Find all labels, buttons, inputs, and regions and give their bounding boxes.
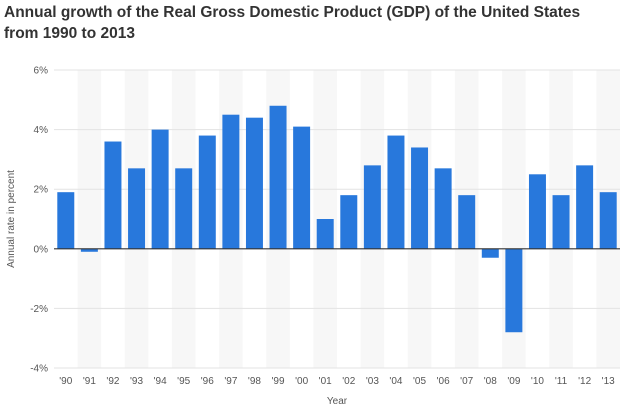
- x-tick-label: '98: [248, 376, 261, 387]
- y-tick-label: -2%: [30, 304, 48, 315]
- x-axis-label: Year: [327, 396, 348, 407]
- y-tick-label: 0%: [34, 244, 49, 255]
- x-tick-label: '01: [319, 376, 332, 387]
- bar[interactable]: [128, 168, 146, 249]
- x-tick-label: '06: [437, 376, 450, 387]
- x-tick-label: '03: [366, 376, 379, 387]
- bar[interactable]: [340, 195, 358, 249]
- x-tick-label: '90: [59, 376, 72, 387]
- x-tick-label: '97: [224, 376, 237, 387]
- bar[interactable]: [528, 174, 546, 249]
- x-tick-label: '10: [531, 376, 544, 387]
- bar[interactable]: [411, 147, 429, 249]
- chart-title: Annual growth of the Real Gross Domestic…: [4, 4, 581, 42]
- x-axis-ticks: '90 '91 '92 '93 '94 '95 '96 '97 '98 '99 '00 '01 '02 '…: [59, 376, 615, 387]
- bar[interactable]: [151, 129, 169, 249]
- bar[interactable]: [481, 248, 499, 258]
- x-tick-label: '95: [177, 376, 190, 387]
- x-tick-label: '02: [342, 376, 355, 387]
- bar[interactable]: [57, 192, 75, 249]
- bar[interactable]: [576, 165, 594, 249]
- x-tick-label: '05: [413, 376, 426, 387]
- bar[interactable]: [599, 192, 617, 249]
- x-tick-label: '07: [460, 376, 473, 387]
- bar[interactable]: [552, 195, 570, 249]
- y-tick-label: 4%: [34, 125, 49, 136]
- bar[interactable]: [363, 165, 381, 249]
- x-tick-label: '00: [295, 376, 308, 387]
- background-band: [77, 70, 102, 368]
- x-tick-label: '96: [201, 376, 214, 387]
- x-tick-label: '11: [555, 376, 568, 387]
- bar[interactable]: [245, 117, 263, 249]
- x-tick-label: '94: [154, 376, 167, 387]
- bar[interactable]: [293, 126, 311, 249]
- x-tick-label: '93: [130, 376, 143, 387]
- bar[interactable]: [80, 248, 98, 252]
- bar[interactable]: [434, 168, 452, 249]
- bar[interactable]: [198, 135, 216, 249]
- y-tick-label: 2%: [34, 185, 49, 196]
- bar[interactable]: [269, 105, 287, 249]
- bar[interactable]: [222, 114, 240, 249]
- x-tick-label: '92: [106, 376, 119, 387]
- bar[interactable]: [387, 135, 405, 249]
- x-tick-label: '99: [272, 376, 285, 387]
- bar[interactable]: [458, 195, 476, 249]
- y-axis-label: Annual rate in percent: [6, 170, 17, 268]
- bars: [57, 105, 617, 333]
- bar[interactable]: [505, 248, 523, 333]
- x-tick-label: '04: [389, 376, 402, 387]
- y-axis-ticks: -4% -2% 0% 2% 4% 6%: [30, 66, 48, 375]
- x-tick-label: '13: [602, 376, 615, 387]
- x-tick-label: '91: [83, 376, 96, 387]
- y-tick-label: -4%: [30, 364, 48, 375]
- x-tick-label: '09: [507, 376, 520, 387]
- x-tick-label: '08: [484, 376, 497, 387]
- x-tick-label: '12: [578, 376, 591, 387]
- y-tick-label: 6%: [34, 66, 49, 77]
- bar[interactable]: [316, 219, 334, 249]
- bar[interactable]: [175, 168, 193, 249]
- bar[interactable]: [104, 141, 122, 249]
- gridlines: [54, 69, 620, 369]
